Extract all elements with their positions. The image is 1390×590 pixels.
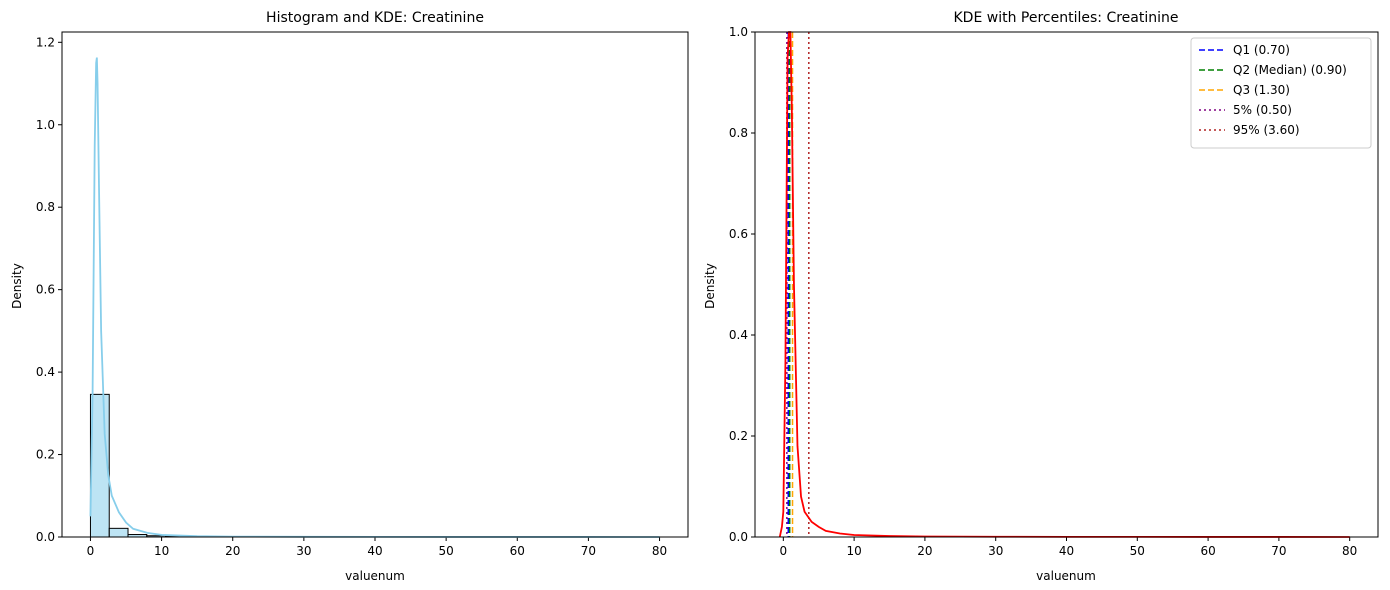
y-tick-label: 1.0: [729, 25, 748, 39]
y-tick-label: 0.8: [729, 126, 748, 140]
axes-frame: [754, 31, 1379, 538]
legend-label: 5% (0.50): [1233, 103, 1292, 117]
x-tick-label: 80: [652, 544, 667, 558]
x-tick-label: 10: [154, 544, 169, 558]
y-axis-label: Density: [703, 263, 717, 309]
y-tick-label: 0.2: [36, 448, 55, 462]
x-tick-label: 0: [87, 544, 95, 558]
x-tick-label: 80: [1342, 544, 1357, 558]
y-tick-label: 0.0: [36, 530, 55, 544]
y-tick-label: 1.0: [36, 118, 55, 132]
x-tick-label: 40: [1059, 544, 1074, 558]
histogram-bar: [89, 393, 110, 538]
legend-label: Q2 (Median) (0.90): [1233, 63, 1347, 77]
x-tick-label: 50: [438, 544, 453, 558]
x-tick-label: 20: [225, 544, 240, 558]
chart-title: KDE with Percentiles: Creatinine: [954, 10, 1179, 26]
y-tick-label: 0.0: [729, 530, 748, 544]
x-tick-label: 30: [296, 544, 311, 558]
y-tick-label: 0.6: [36, 283, 55, 297]
x-axis-label: valuenum: [1036, 569, 1096, 583]
legend: Q1 (0.70) Q2 (Median) (0.90) Q3 (1.30) 5% (…: [1190, 37, 1372, 149]
kde-percentiles-chart: KDE with Percentiles: Creatinine Density…: [703, 10, 1379, 583]
y-tick-label: 0.4: [36, 365, 55, 379]
legend-label: Q3 (1.30): [1233, 83, 1290, 97]
x-tick-label: 70: [1271, 544, 1286, 558]
x-tick-label: 40: [367, 544, 382, 558]
x-tick-label: 60: [1200, 544, 1215, 558]
plot-area: 0 10 20 30 40 50 60 70 80 0.0 0.2 0.4 0.6 0.8 1.0 1.2: [36, 31, 689, 558]
x-tick-label: 70: [581, 544, 596, 558]
legend-label: Q1 (0.70): [1233, 43, 1290, 57]
x-tick-label: 0: [779, 544, 787, 558]
x-axis-label: valuenum: [345, 569, 405, 583]
axes-frame: [61, 31, 689, 538]
y-tick-label: 0.4: [729, 328, 748, 342]
y-tick-label: 1.2: [36, 35, 55, 49]
x-tick-label: 30: [988, 544, 1003, 558]
legend-box: [1190, 37, 1372, 149]
x-tick-label: 20: [917, 544, 932, 558]
x-tick-label: 50: [1130, 544, 1145, 558]
plot-area: 0 10 20 30 40 50 60 70 80 0.0 0.2 0.4 0.6 0.8 1.0: [729, 25, 1379, 558]
y-tick-label: 0.6: [729, 227, 748, 241]
histogram-kde-chart: Histogram and KDE: Creatinine Density va…: [10, 10, 689, 583]
legend-label: 95% (3.60): [1233, 123, 1300, 137]
chart-title: Histogram and KDE: Creatinine: [266, 10, 484, 26]
kde-line: [89, 57, 660, 538]
x-tick-label: 60: [510, 544, 525, 558]
x-tick-label: 10: [846, 544, 861, 558]
histogram-bar: [108, 527, 129, 538]
y-tick-label: 0.8: [36, 200, 55, 214]
y-tick-label: 0.2: [729, 429, 748, 443]
y-axis-label: Density: [10, 263, 24, 309]
